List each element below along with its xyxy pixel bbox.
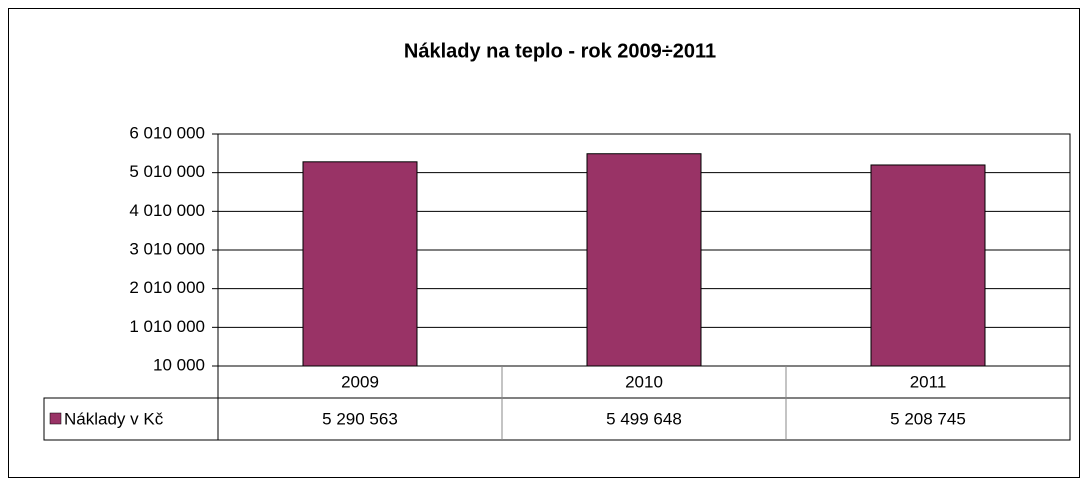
y-tick-label: 1 010 000 [129,317,205,336]
y-tick-label: 5 010 000 [129,162,205,181]
data-table-value: 5 290 563 [322,409,398,428]
y-tick-label: 2 010 000 [129,278,205,297]
y-tick-label: 3 010 000 [129,239,205,258]
chart-title: Náklady na teplo - rok 2009÷2011 [404,40,716,62]
x-tick-label: 2011 [910,372,947,391]
legend-label: Náklady v Kč [64,409,164,428]
data-table-value: 5 499 648 [606,409,682,428]
y-tick-label: 10 000 [153,355,205,374]
legend-key [49,412,62,425]
y-tick-label: 4 010 000 [129,201,205,220]
bar [302,161,418,367]
bar [586,153,702,367]
y-tick-label: 6 010 000 [129,123,205,142]
x-tick-label: 2009 [341,372,379,391]
x-tick-label: 2010 [625,372,663,391]
bar [870,164,986,367]
data-table-value: 5 208 745 [890,409,966,428]
